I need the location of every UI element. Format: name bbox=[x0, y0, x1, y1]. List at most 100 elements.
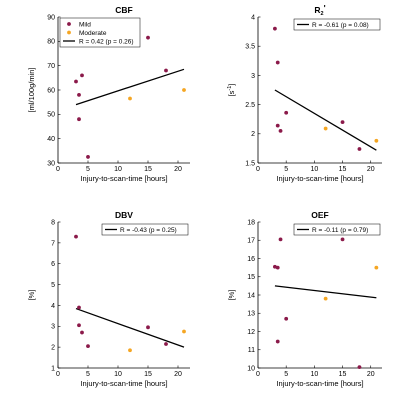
panel-oef: 0 5 10 15 20 10 11 12 13 14 15 16 17 18 OEF Injury-to-s… bbox=[227, 210, 382, 388]
y-tick-label: 12 bbox=[247, 329, 255, 336]
x-tick-label: 15 bbox=[339, 371, 347, 378]
data-point-mild bbox=[284, 110, 289, 115]
y-axis-label-text: [%] bbox=[27, 290, 36, 301]
legend-box bbox=[293, 18, 381, 31]
x-tick-label: 15 bbox=[144, 166, 152, 173]
y-tick-label: 3 bbox=[51, 324, 55, 331]
y-tick-label: 60 bbox=[47, 87, 55, 94]
y-axis-label-text: [ml/100g/min] bbox=[27, 67, 36, 112]
y-tick-label: 2 bbox=[51, 345, 55, 352]
data-point-moderate bbox=[182, 329, 186, 334]
data-point-mild bbox=[275, 265, 280, 270]
x-tick-label: 15 bbox=[339, 166, 347, 173]
data-point-mild bbox=[86, 155, 90, 159]
y-tick-label: 2.5 bbox=[245, 102, 255, 109]
data-point-mild bbox=[275, 60, 280, 65]
data-point-moderate bbox=[374, 265, 379, 270]
y-tick-label: 5 bbox=[51, 282, 55, 289]
data-point-mild bbox=[273, 26, 277, 31]
y-tick-label: 10 bbox=[247, 365, 255, 372]
regression-line bbox=[274, 285, 377, 299]
y-tick-label: 70 bbox=[47, 63, 55, 70]
data-point-mild bbox=[80, 73, 84, 78]
data-point-mild bbox=[77, 305, 81, 310]
x-tick-label: 20 bbox=[367, 166, 375, 173]
y-tick-label: 8 bbox=[51, 219, 55, 226]
legend-label-fit: R = 0.42 (p = 0.26) bbox=[79, 38, 134, 45]
data-point-mild bbox=[357, 147, 362, 151]
data-point-mild bbox=[77, 92, 81, 97]
x-tick-label: 5 bbox=[86, 371, 90, 378]
data-point-moderate bbox=[374, 138, 379, 143]
legend-box bbox=[101, 223, 189, 236]
data-point-mild bbox=[77, 323, 81, 328]
y-tick-label: 2 bbox=[251, 131, 255, 138]
x-tick-label: 0 bbox=[56, 371, 60, 378]
data-point-mild bbox=[278, 128, 283, 133]
y-tick-label: 3.5 bbox=[245, 44, 255, 51]
legend-label-mild: Mild bbox=[79, 21, 91, 28]
y-tick-label: 80 bbox=[47, 39, 55, 46]
x-tick-label: 20 bbox=[367, 371, 375, 378]
x-axis-label: Injury-to-scan-time [hours] bbox=[276, 379, 363, 388]
legend-label-fit: R = -0.11 (p = 0.79) bbox=[312, 227, 368, 234]
y-tick-label: 1 bbox=[51, 365, 55, 372]
legend-label-fit: R = -0.43 (p = 0.25) bbox=[120, 227, 177, 234]
data-point-mild bbox=[275, 339, 280, 344]
panel-r2prime: 0 5 10 15 201.522.533.54R2'Injury-to-scan-ti… bbox=[227, 3, 382, 183]
x-tick-label: 10 bbox=[114, 166, 122, 173]
data-point-mild bbox=[146, 35, 150, 40]
y-tick-label: 4 bbox=[51, 303, 55, 310]
panel-title: DBV bbox=[115, 210, 133, 220]
y-axis-label-text: [%] bbox=[227, 290, 236, 301]
y-axis-label: [%] bbox=[227, 290, 236, 301]
x-tick-label: 0 bbox=[256, 371, 260, 378]
panel-title-prime: ' bbox=[324, 3, 326, 13]
y-axis-label-end: ] bbox=[227, 84, 236, 86]
data-point-moderate bbox=[323, 296, 328, 301]
data-point-moderate bbox=[128, 96, 132, 101]
data-point-mild bbox=[340, 120, 345, 125]
data-point-mild bbox=[146, 325, 150, 330]
legend-marker-moderate bbox=[67, 30, 71, 35]
legend-box bbox=[59, 17, 141, 48]
x-tick-label: 10 bbox=[310, 166, 318, 173]
panel-title-subscript: 2 bbox=[321, 11, 324, 17]
y-tick-label: 50 bbox=[47, 112, 55, 119]
data-point-mild bbox=[164, 342, 168, 346]
y-tick-label: 14 bbox=[247, 292, 255, 299]
x-tick-label: 5 bbox=[86, 166, 90, 173]
y-tick-label: 6 bbox=[51, 261, 55, 268]
data-point-mild bbox=[340, 237, 345, 242]
x-tick-label: 5 bbox=[284, 371, 288, 378]
y-axis-label: [s-1] bbox=[227, 84, 236, 97]
y-axis-label-superscript: -1 bbox=[227, 86, 233, 91]
legend-marker-mild bbox=[67, 22, 71, 26]
panel-title: OEF bbox=[311, 210, 328, 220]
panel-title-text: CBF bbox=[115, 5, 132, 15]
y-axis-label: [ml/100g/min] bbox=[27, 67, 36, 112]
data-point-moderate bbox=[128, 348, 132, 353]
panel-title: R2' bbox=[314, 3, 325, 17]
panel-cbf: 0 5 10 15 20 30 40 50 60 70 80 90 CBF Injury-to-scan-… bbox=[27, 5, 190, 183]
legend: R = -0.61 (p = 0.08) bbox=[293, 18, 381, 31]
x-tick-label: 15 bbox=[144, 371, 152, 378]
x-tick-label: 20 bbox=[174, 371, 182, 378]
x-tick-label: 0 bbox=[256, 166, 260, 173]
y-tick-label: 7 bbox=[51, 240, 55, 247]
x-tick-label: 10 bbox=[114, 371, 122, 378]
y-tick-label: 30 bbox=[47, 160, 55, 167]
data-point-mild bbox=[74, 79, 78, 84]
y-tick-label: 4 bbox=[251, 14, 255, 21]
data-point-mild bbox=[275, 123, 280, 128]
x-axis-label: Injury-to-scan-time [hours] bbox=[80, 379, 167, 388]
panel-title-text: R bbox=[314, 5, 320, 15]
y-tick-label: 16 bbox=[247, 256, 255, 263]
y-tick-label: 90 bbox=[47, 14, 55, 21]
regression-line bbox=[75, 68, 185, 106]
panel-title-text: OEF bbox=[311, 210, 328, 220]
y-tick-label: 18 bbox=[247, 219, 255, 226]
regression-line bbox=[75, 307, 185, 348]
